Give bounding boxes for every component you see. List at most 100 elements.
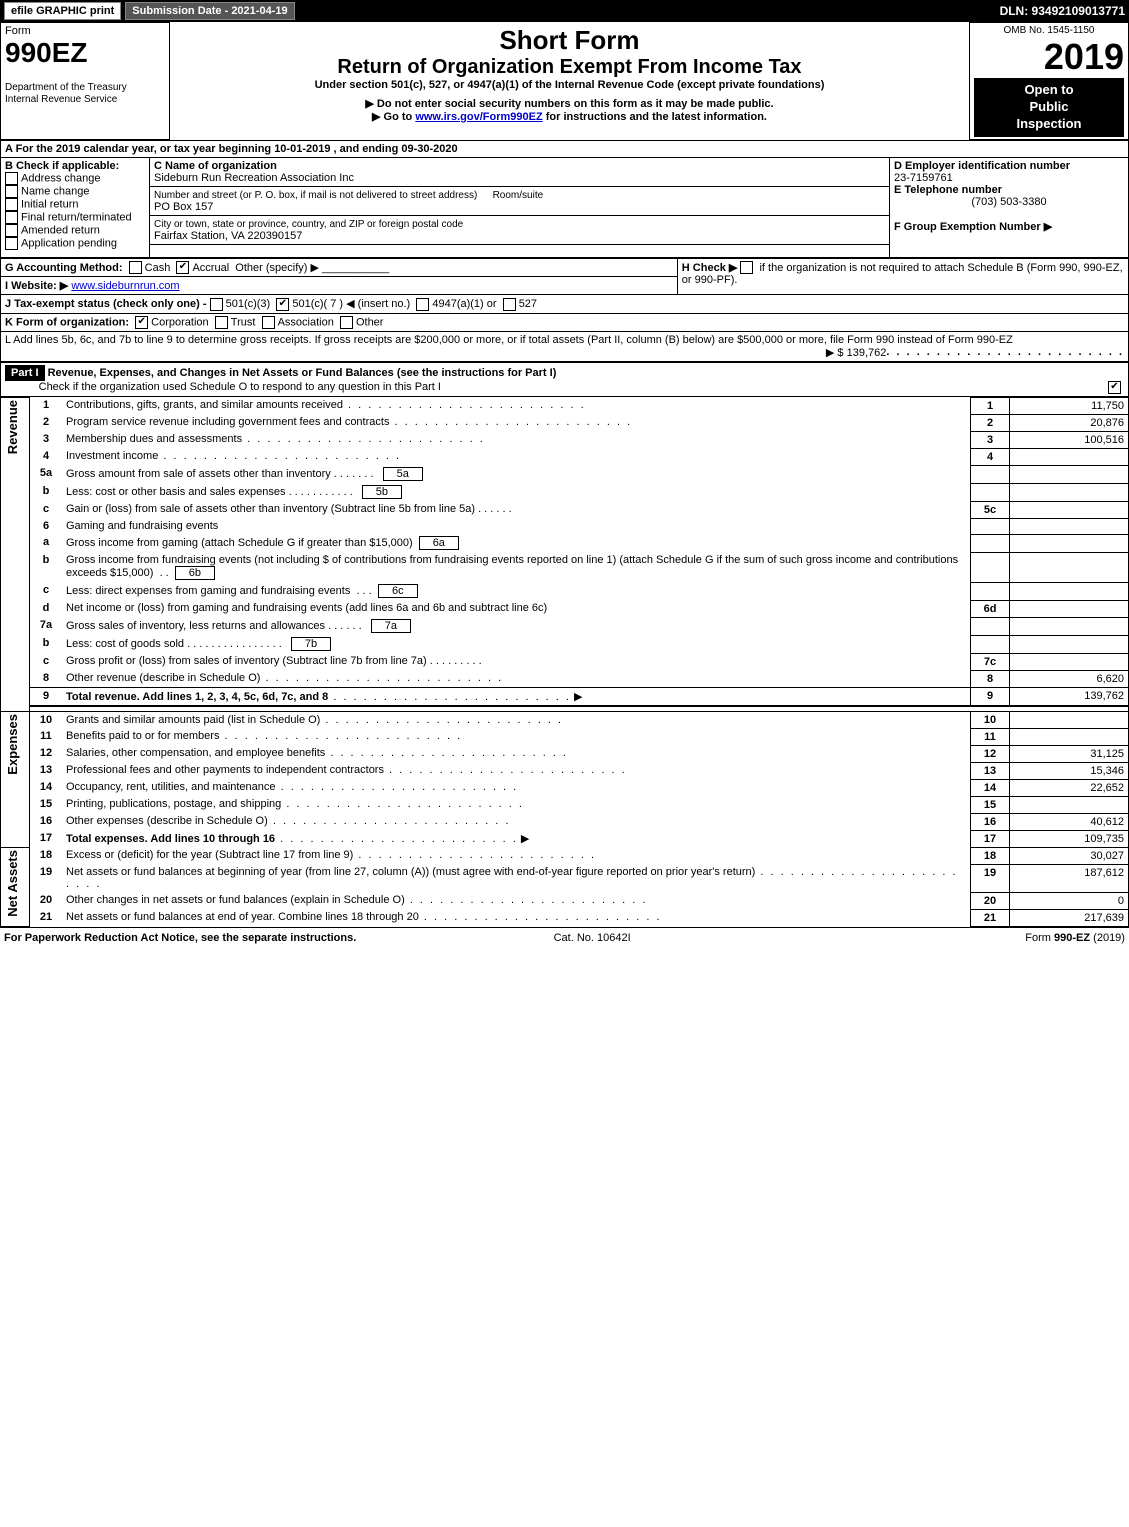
cb-accrual[interactable] [176, 261, 189, 274]
line20-desc: Other changes in net assets or fund bala… [66, 894, 405, 906]
line7b-box: 7b [291, 637, 331, 651]
line4-desc: Investment income [66, 450, 158, 462]
line1-val: 11,750 [1010, 397, 1129, 414]
dln-label: DLN: 93492109013771 [1000, 4, 1125, 18]
open-public: Open toPublicInspection [974, 78, 1124, 137]
cb-assoc[interactable] [262, 316, 275, 329]
opt-initial: Initial return [21, 198, 78, 210]
dept-label: Department of the Treasury [5, 82, 127, 93]
line21-desc: Net assets or fund balances at end of ye… [66, 911, 419, 923]
cb-initial-return[interactable] [5, 198, 18, 211]
line9-desc: Total revenue. Add lines 1, 2, 3, 4, 5c,… [66, 691, 328, 703]
opt-cash: Cash [145, 262, 171, 274]
line18-desc: Excess or (deficit) for the year (Subtra… [66, 849, 353, 861]
line3-desc: Membership dues and assessments [66, 433, 242, 445]
cb-other-org[interactable] [340, 316, 353, 329]
org-name: Sideburn Run Recreation Association Inc [154, 172, 354, 184]
i-label: I Website: ▶ [5, 280, 68, 292]
footer-left: For Paperwork Reduction Act Notice, see … [4, 932, 356, 944]
cb-trust[interactable] [215, 316, 228, 329]
line3-val: 100,516 [1010, 431, 1129, 448]
line10-desc: Grants and similar amounts paid (list in… [66, 714, 320, 726]
cb-corp[interactable] [135, 316, 148, 329]
submission-date-button[interactable]: Submission Date - 2021-04-19 [125, 2, 294, 20]
line6b-box: 6b [175, 566, 215, 580]
revenue-section-label: Revenue [5, 400, 20, 454]
cb-amended-return[interactable] [5, 224, 18, 237]
part1-title: Revenue, Expenses, and Changes in Net As… [48, 367, 557, 379]
opt-address: Address change [21, 172, 101, 184]
line14-desc: Occupancy, rent, utilities, and maintena… [66, 781, 276, 793]
opt-trust: Trust [231, 316, 256, 328]
opt-accrual: Accrual [192, 262, 229, 274]
part1-label: Part I [5, 365, 45, 381]
line4-val [1010, 448, 1129, 465]
line13-val: 15,346 [1010, 762, 1129, 779]
line6c-box: 6c [378, 584, 418, 598]
opt-527: 527 [519, 298, 537, 310]
ein-value: 23-7159761 [894, 172, 953, 184]
opt-pending: Application pending [21, 237, 117, 249]
line11-val [1010, 728, 1129, 745]
opt-other: Other (specify) ▶ [235, 262, 319, 274]
line6-desc: Gaming and fundraising events [62, 518, 971, 534]
opt-4947: 4947(a)(1) or [432, 298, 496, 310]
efile-print-button[interactable]: efile GRAPHIC print [4, 2, 121, 20]
line7c-val [1010, 653, 1129, 670]
street-label: Number and street (or P. O. box, if mail… [154, 190, 477, 201]
part1-header: Part I Revenue, Expenses, and Changes in… [0, 362, 1129, 397]
tax-year: 2019 [974, 36, 1124, 78]
cb-cash[interactable] [129, 261, 142, 274]
cb-app-pending[interactable] [5, 237, 18, 250]
line14-val: 22,652 [1010, 779, 1129, 796]
cb-address-change[interactable] [5, 172, 18, 185]
b-label: B Check if applicable: [5, 160, 119, 172]
line-a: A For the 2019 calendar year, or tax yea… [1, 140, 1129, 157]
footer-center: Cat. No. 10642I [554, 932, 631, 944]
line15-val [1010, 796, 1129, 813]
line21-val: 217,639 [1010, 909, 1129, 926]
line17-val: 109,735 [1010, 830, 1129, 847]
line12-val: 31,125 [1010, 745, 1129, 762]
h-label: H Check ▶ [682, 262, 738, 274]
line16-val: 40,612 [1010, 813, 1129, 830]
line5a-desc: Gross amount from sale of assets other t… [66, 468, 331, 480]
city-value: Fairfax Station, VA 220390157 [154, 230, 302, 242]
city-label: City or town, state or province, country… [154, 219, 463, 230]
phone-value: (703) 503-3380 [894, 196, 1124, 208]
cb-schedule-o[interactable] [1108, 381, 1121, 394]
irs-label: Internal Revenue Service [5, 94, 117, 105]
line6a-desc: Gross income from gaming (attach Schedul… [66, 537, 413, 549]
line12-desc: Salaries, other compensation, and employ… [66, 747, 325, 759]
line17-desc: Total expenses. Add lines 10 through 16 [66, 833, 275, 845]
cb-501c3[interactable] [210, 298, 223, 311]
opt-assoc: Association [278, 316, 334, 328]
line2-desc: Program service revenue including govern… [66, 416, 389, 428]
title-short: Short Form [174, 25, 965, 56]
line19-val: 187,612 [1010, 864, 1129, 892]
line6c-desc: Less: direct expenses from gaming and fu… [66, 585, 350, 597]
d-label: D Employer identification number [894, 160, 1070, 172]
cb-527[interactable] [503, 298, 516, 311]
line7c-desc: Gross profit or (loss) from sales of inv… [66, 655, 427, 667]
line10-val [1010, 711, 1129, 728]
top-bar: efile GRAPHIC print Submission Date - 20… [0, 0, 1129, 22]
omb-label: OMB No. 1545-1150 [974, 25, 1124, 36]
cb-4947[interactable] [416, 298, 429, 311]
part1-table: Revenue 1 Contributions, gifts, grants, … [0, 397, 1129, 927]
line8-val: 6,620 [1010, 670, 1129, 687]
cb-h[interactable] [740, 261, 753, 274]
e-label: E Telephone number [894, 184, 1002, 196]
cb-501c[interactable] [276, 298, 289, 311]
website-link[interactable]: www.sideburnrun.com [71, 280, 179, 292]
expenses-section-label: Expenses [5, 714, 20, 775]
opt-other-org: Other [356, 316, 384, 328]
cb-name-change[interactable] [5, 185, 18, 198]
irs-link[interactable]: www.irs.gov/Form990EZ [415, 111, 542, 123]
warning-goto: ▶ Go to www.irs.gov/Form990EZ for instru… [174, 110, 965, 123]
cb-final-return[interactable] [5, 211, 18, 224]
k-label: K Form of organization: [5, 316, 129, 328]
c-label: C Name of organization [154, 160, 277, 172]
line5a-box: 5a [383, 467, 423, 481]
street-value: PO Box 157 [154, 201, 213, 213]
